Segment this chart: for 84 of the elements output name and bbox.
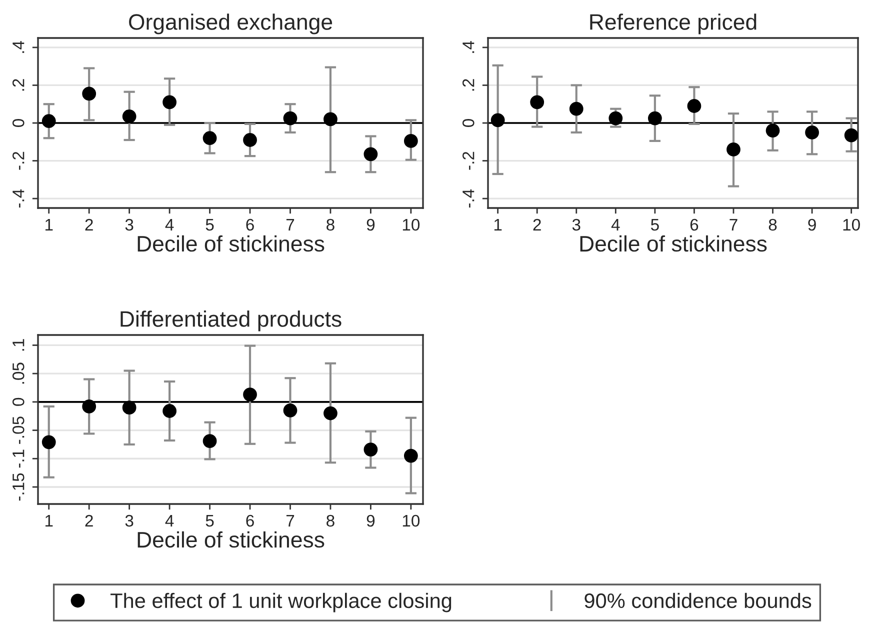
point: [82, 86, 96, 101]
x-tick-label: 8: [326, 218, 334, 231]
x-tick-label: 3: [572, 218, 580, 231]
point: [404, 134, 418, 148]
point: [202, 131, 217, 146]
point: [608, 111, 623, 126]
point: [569, 102, 584, 116]
x-tick-label: 6: [690, 218, 698, 231]
x-tick-label: 9: [366, 514, 375, 527]
x-tick-label: 7: [286, 219, 294, 230]
x-tick-label: 4: [165, 515, 174, 526]
y-tick-label: .4: [12, 40, 24, 53]
point: [324, 406, 338, 420]
x-tick-label: 5: [650, 219, 659, 231]
point: [122, 109, 136, 124]
y-tick-label: -.2: [462, 152, 474, 170]
point: [42, 114, 56, 128]
x-tick-label: 3: [125, 218, 134, 231]
x-tick-label: 7: [286, 515, 294, 526]
x-tick-label: 2: [85, 514, 93, 526]
point: [844, 128, 858, 142]
y-tick-label: -.2: [12, 152, 24, 170]
point: [404, 448, 418, 463]
point: [42, 435, 56, 450]
x-axis-title: Decile of stickiness: [580, 235, 767, 252]
chart-title: Reference priced: [590, 14, 756, 34]
x-tick-label: 1: [46, 515, 53, 526]
x-tick-label: 1: [46, 219, 53, 230]
point: [122, 400, 136, 415]
point: [243, 388, 257, 402]
point: [490, 113, 505, 128]
y-tick-label: .1: [12, 339, 24, 351]
x-tick-label: 9: [808, 218, 816, 231]
x-tick-label: 3: [125, 514, 134, 527]
y-tick-label: 0: [462, 119, 474, 127]
x-tick-label: 9: [366, 218, 375, 231]
x-tick-label: 5: [206, 219, 214, 231]
point: [283, 403, 298, 418]
y-tick-label: .2: [12, 79, 24, 91]
x-tick-label: 4: [165, 219, 174, 230]
x-tick-label: 7: [730, 219, 738, 230]
x-tick-label: 6: [246, 514, 254, 527]
x-tick-label: 2: [85, 218, 93, 230]
point: [766, 124, 780, 138]
x-axis-title: Decile of stickiness: [138, 235, 324, 252]
point: [726, 142, 740, 156]
text: 90% condidence bounds: [584, 592, 812, 608]
y-tick-label: -.4: [462, 189, 474, 208]
legend-label: The effect of 1 unit workplace closing: [110, 592, 452, 612]
x-tick-label: 6: [246, 218, 254, 231]
x-tick-label: 10: [402, 218, 420, 231]
x-tick-label: 4: [611, 219, 620, 230]
point: [243, 133, 257, 147]
y-tick-label: .05: [12, 362, 24, 384]
y-tick-label: -.05: [12, 416, 24, 444]
chart-title: Differentiated products: [120, 310, 342, 332]
x-tick-label: 10: [402, 514, 420, 527]
point: [805, 126, 819, 140]
x-tick-label: 8: [768, 218, 777, 231]
y-tick-label: -.15: [12, 473, 24, 501]
chart-title: Organised exchange: [129, 14, 332, 34]
point: [82, 400, 96, 414]
x-tick-label: 5: [206, 515, 214, 527]
point: [283, 111, 298, 126]
x-tick-label: 2: [533, 218, 541, 230]
point: [687, 99, 702, 113]
x-tick-label: 10: [843, 218, 860, 231]
point: [162, 404, 176, 418]
point: [202, 434, 217, 448]
point: [648, 111, 662, 126]
y-tick-label: -.4: [12, 189, 24, 208]
y-tick-label: -.1: [12, 450, 24, 468]
y-tick-label: 0: [12, 398, 24, 406]
x-tick-label: 8: [326, 514, 334, 527]
point: [162, 95, 176, 110]
y-tick-label: .4: [462, 40, 474, 53]
point: [364, 442, 378, 456]
x-axis-title: Decile of stickiness: [138, 531, 324, 548]
y-tick-label: 0: [12, 119, 24, 127]
point: [324, 112, 338, 126]
point: [364, 147, 378, 162]
x-tick-label: 1: [494, 219, 502, 230]
y-tick-label: .2: [462, 79, 474, 91]
point: [530, 95, 544, 110]
